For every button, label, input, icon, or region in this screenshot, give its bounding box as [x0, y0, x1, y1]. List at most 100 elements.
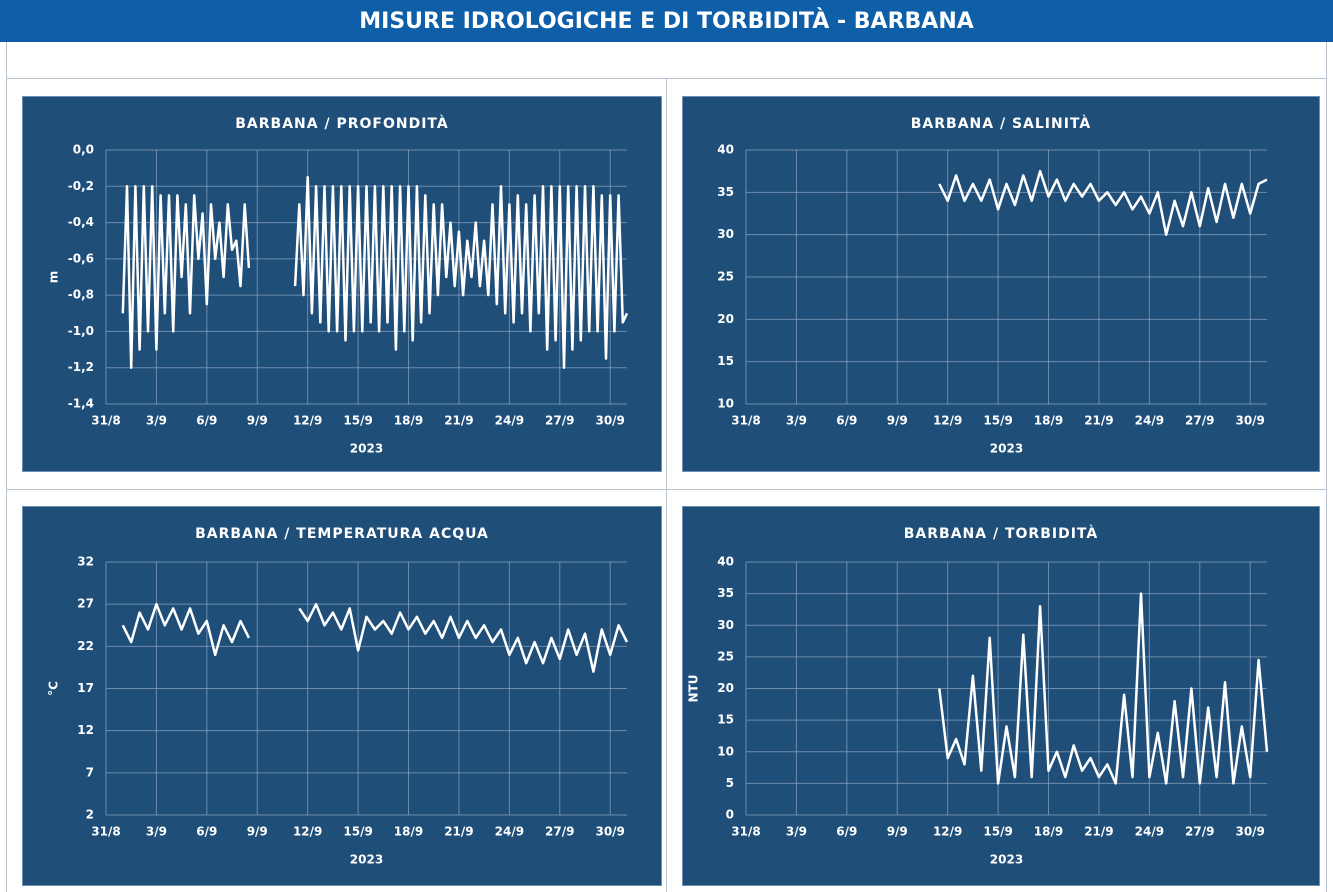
y-tick-label: 22	[77, 639, 94, 653]
x-tick-label: 3/9	[146, 414, 167, 428]
y-axis-label: m	[47, 271, 61, 284]
y-tick-label: 40	[717, 143, 734, 157]
x-tick-label: 21/9	[444, 414, 473, 428]
y-tick-label: 30	[717, 227, 734, 241]
x-tick-label: 21/9	[444, 825, 473, 839]
chart-panel: BARBANA / TEMPERATURA ACQUA2712172227323…	[22, 506, 662, 886]
y-tick-label: -0,4	[68, 215, 94, 229]
y-tick-label: 35	[717, 586, 734, 600]
x-axis-label: 2023	[350, 442, 383, 456]
y-tick-label: 2	[86, 808, 94, 822]
x-tick-label: 15/9	[983, 825, 1012, 839]
panel-background	[22, 506, 662, 886]
x-axis-label: 2023	[990, 853, 1023, 867]
x-tick-label: 30/9	[595, 825, 624, 839]
chart-panel: BARBANA / SALINITÀ 10 15 20 25 30 35 40 31/8 3/9 6…	[682, 96, 1320, 472]
x-tick-label: 24/9	[495, 414, 524, 428]
x-tick-label: 27/9	[1185, 414, 1214, 428]
x-axis-label: 2023	[350, 853, 383, 867]
y-tick-label: -1,4	[68, 397, 94, 411]
x-tick-label: 18/9	[394, 825, 423, 839]
y-tick-label: 17	[77, 681, 94, 695]
x-tick-label: 30/9	[1235, 414, 1264, 428]
chart-title: BARBANA / TEMPERATURA ACQUA	[195, 526, 489, 542]
x-tick-label: 3/9	[786, 414, 807, 428]
x-axis-label: 2023	[990, 442, 1023, 456]
x-tick-label: 31/8	[731, 414, 760, 428]
x-tick-label: 9/9	[887, 414, 908, 428]
x-tick-label: 6/9	[836, 414, 857, 428]
y-tick-label: 10	[717, 744, 734, 758]
y-tick-label: 15	[717, 713, 734, 727]
x-tick-label: 18/9	[394, 414, 423, 428]
y-tick-label: 32	[77, 555, 94, 569]
x-tick-label: 31/8	[91, 825, 120, 839]
y-tick-label: 25	[717, 270, 734, 284]
border	[6, 42, 7, 892]
border	[1326, 42, 1327, 892]
y-tick-label: -0,2	[68, 179, 94, 193]
chart-panel: BARBANA / PROFONDITÀ 0,0 -0,2 -0,4 -0,6 -0,8 -…	[22, 96, 662, 472]
panel-background	[682, 506, 1320, 886]
x-tick-label: 9/9	[887, 825, 908, 839]
data-line	[121, 175, 629, 369]
x-tick-label: 18/9	[1034, 414, 1063, 428]
y-tick-label: 25	[717, 649, 734, 663]
x-tick-label: 12/9	[293, 825, 322, 839]
y-tick-label: 30	[717, 618, 734, 632]
y-tick-label: 10	[717, 397, 734, 411]
x-tick-label: 30/9	[1235, 825, 1264, 839]
y-tick-label: 7	[86, 765, 94, 779]
x-tick-label: 31/8	[91, 414, 120, 428]
x-tick-label: 27/9	[1185, 825, 1214, 839]
x-tick-label: 6/9	[836, 825, 857, 839]
y-tick-label: 27	[77, 597, 94, 611]
y-tick-label: -0,6	[68, 251, 94, 265]
y-tick-label: -1,0	[68, 324, 94, 338]
x-tick-label: 21/9	[1084, 825, 1113, 839]
y-tick-label: -0,8	[68, 288, 94, 302]
page-title: MISURE IDROLOGICHE E DI TORBIDITÀ - BARB…	[0, 0, 1333, 42]
y-tick-label: -1,2	[68, 360, 94, 374]
data-line	[121, 602, 629, 673]
panel-background	[682, 96, 1320, 472]
chart-title: BARBANA / TORBIDITÀ	[904, 525, 1098, 542]
chart-title: BARBANA / SALINITÀ	[911, 115, 1091, 132]
x-tick-label: 3/9	[146, 825, 167, 839]
x-tick-label: 24/9	[1135, 825, 1164, 839]
x-tick-label: 21/9	[1084, 414, 1113, 428]
x-tick-label: 6/9	[196, 414, 217, 428]
y-tick-label: 20	[717, 312, 734, 326]
x-tick-label: 15/9	[343, 414, 372, 428]
x-tick-label: 30/9	[595, 414, 624, 428]
chart-panel: BARBANA / TORBIDITÀ 0 5 10 15 20 25 30 35 40 31/8 3…	[682, 506, 1320, 886]
x-tick-label: 15/9	[983, 414, 1012, 428]
x-tick-label: 12/9	[933, 825, 962, 839]
x-tick-label: 15/9	[343, 825, 372, 839]
y-tick-label: 0,0	[73, 143, 94, 157]
x-tick-label: 24/9	[1135, 414, 1164, 428]
y-tick-label: 12	[77, 723, 94, 737]
chart-title: BARBANA / PROFONDITÀ	[235, 115, 448, 132]
x-tick-label: 12/9	[293, 414, 322, 428]
x-tick-label: 9/9	[247, 825, 268, 839]
y-axis-label: NTU	[687, 675, 701, 703]
y-tick-label: 5	[726, 776, 734, 790]
y-tick-label: 35	[717, 185, 734, 199]
y-axis-label: °C	[47, 681, 61, 696]
border	[666, 78, 667, 892]
x-tick-label: 24/9	[495, 825, 524, 839]
x-tick-label: 3/9	[786, 825, 807, 839]
data-line	[938, 169, 1268, 236]
y-tick-label: 0	[726, 808, 734, 822]
x-tick-label: 18/9	[1034, 825, 1063, 839]
x-tick-label: 12/9	[933, 414, 962, 428]
border	[6, 489, 1327, 490]
y-tick-label: 15	[717, 354, 734, 368]
x-tick-label: 31/8	[731, 825, 760, 839]
y-tick-label: 20	[717, 681, 734, 695]
x-tick-label: 6/9	[196, 825, 217, 839]
x-tick-label: 9/9	[247, 414, 268, 428]
y-tick-label: 40	[717, 555, 734, 569]
